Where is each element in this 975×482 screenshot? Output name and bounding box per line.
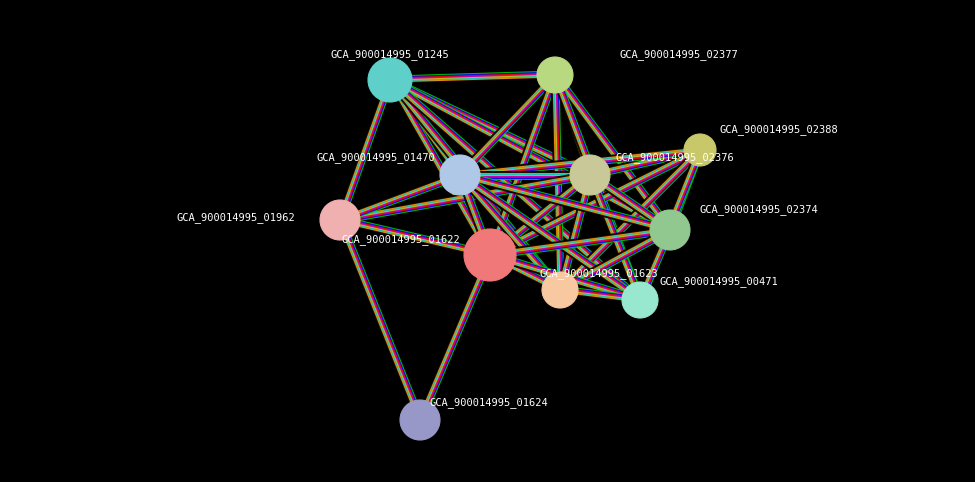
Circle shape <box>542 272 578 308</box>
Text: GCA_900014995_00471: GCA_900014995_00471 <box>660 277 779 287</box>
Text: GCA_900014995_01623: GCA_900014995_01623 <box>540 268 659 280</box>
Text: GCA_900014995_01470: GCA_900014995_01470 <box>316 152 435 163</box>
Text: GCA_900014995_01245: GCA_900014995_01245 <box>331 50 449 60</box>
Text: GCA_900014995_02377: GCA_900014995_02377 <box>620 50 739 60</box>
Circle shape <box>440 155 480 195</box>
Circle shape <box>650 210 690 250</box>
Text: GCA_900014995_02374: GCA_900014995_02374 <box>700 204 819 215</box>
Circle shape <box>622 282 658 318</box>
Circle shape <box>537 57 573 93</box>
Circle shape <box>320 200 360 240</box>
Circle shape <box>400 400 440 440</box>
Circle shape <box>368 58 412 102</box>
Text: GCA_900014995_01624: GCA_900014995_01624 <box>430 398 549 408</box>
Text: GCA_900014995_01622: GCA_900014995_01622 <box>341 235 460 245</box>
Text: GCA_900014995_02388: GCA_900014995_02388 <box>720 124 838 135</box>
Circle shape <box>570 155 610 195</box>
Text: GCA_900014995_01962: GCA_900014995_01962 <box>176 213 295 224</box>
Circle shape <box>684 134 716 166</box>
Text: GCA_900014995_02376: GCA_900014995_02376 <box>615 152 734 163</box>
Circle shape <box>464 229 516 281</box>
